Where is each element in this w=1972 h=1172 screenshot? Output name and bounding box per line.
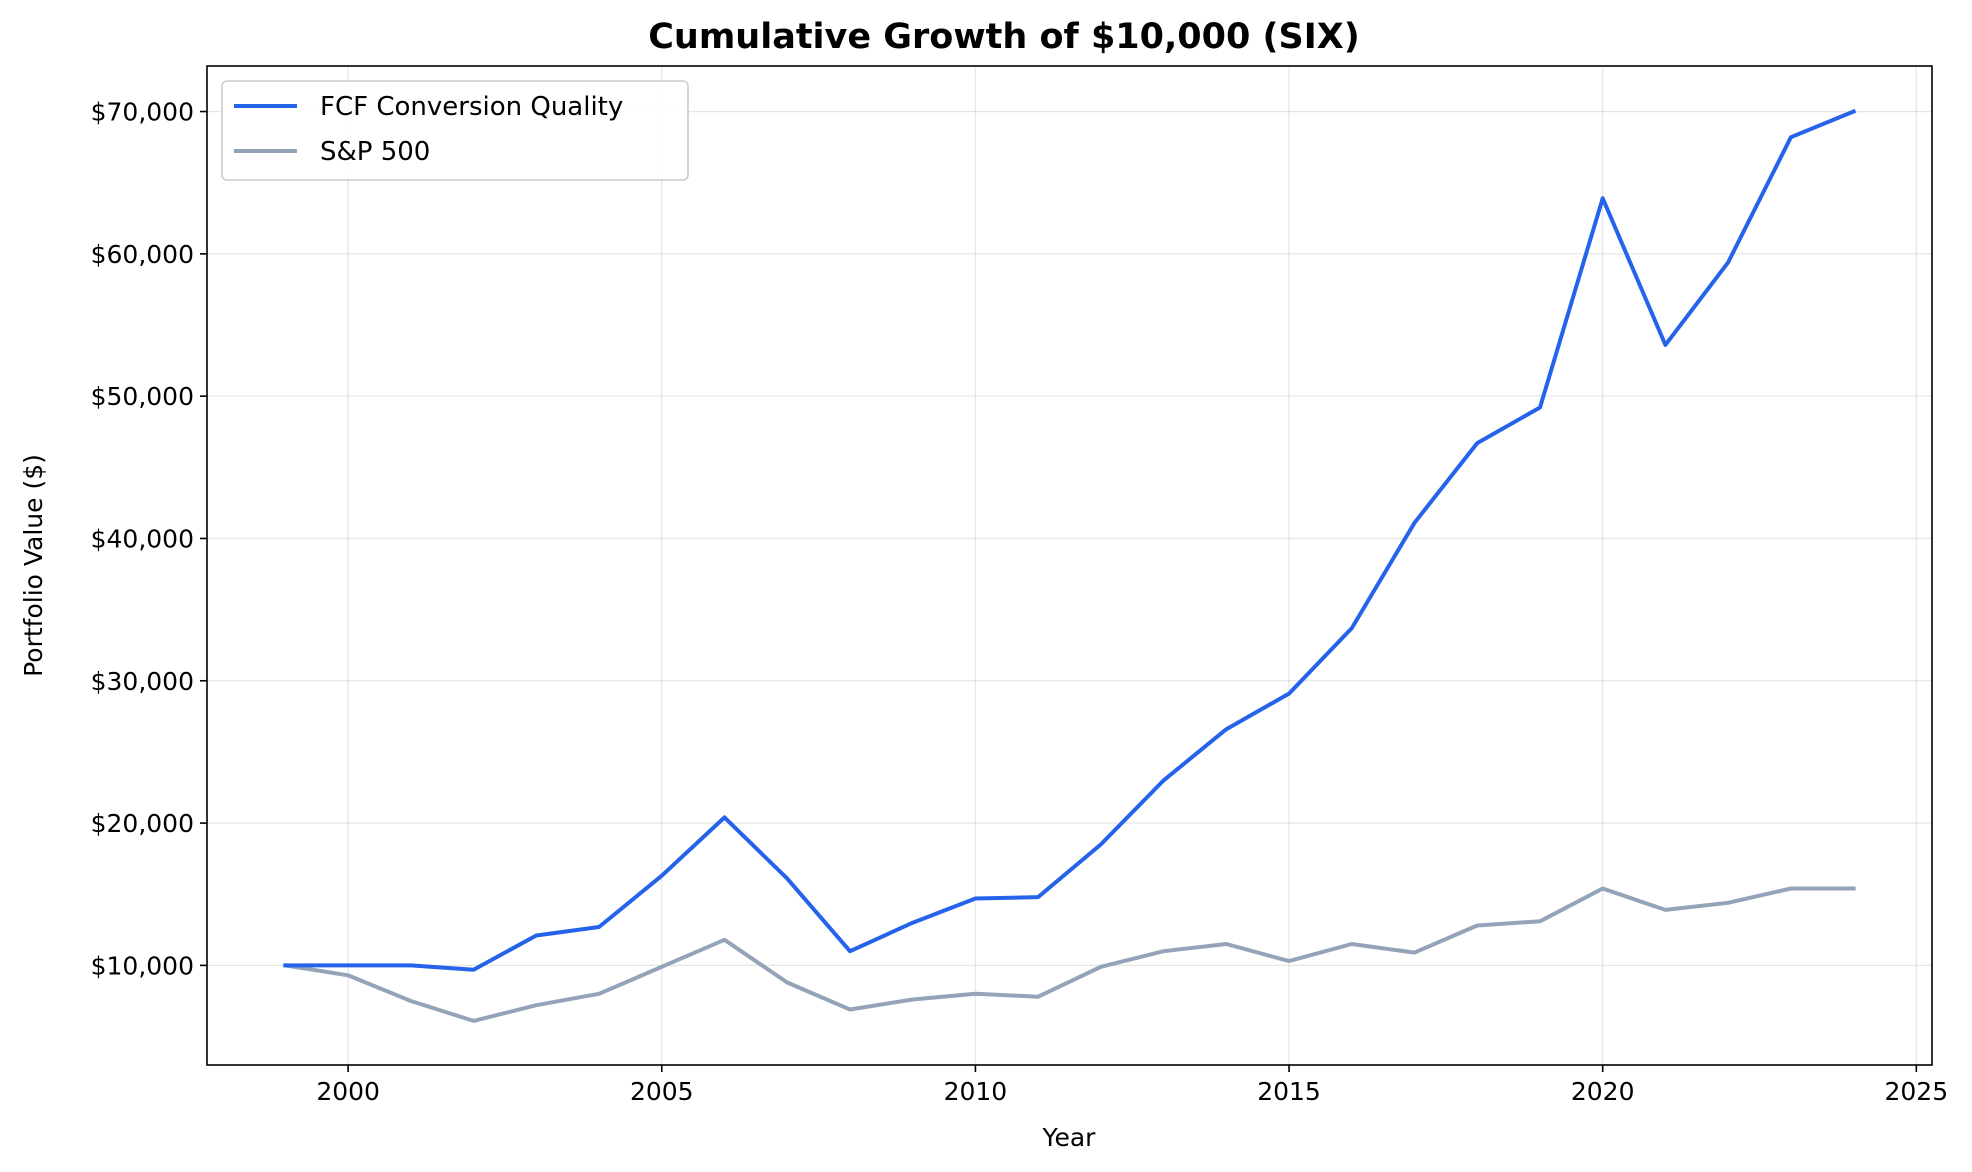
series-lines [283, 108, 1857, 1023]
x-axis-label: Year [1042, 1123, 1097, 1152]
x-tick-label: 2005 [630, 1077, 694, 1106]
y-tick-label: $50,000 [91, 382, 194, 411]
y-tick-label: $40,000 [91, 524, 194, 553]
axis-ticks: 2000 2005 2010 2015 2020 2025 $10,000 $20,000 $3… [91, 98, 1949, 1106]
y-tick-label: $20,000 [91, 809, 194, 838]
chart-title: Cumulative Growth of $10,000 (SIX) [648, 17, 1360, 57]
x-tick-label: 2020 [1571, 1077, 1635, 1106]
y-tick-label: $10,000 [91, 951, 194, 980]
series-line-sp500 [283, 886, 1856, 1023]
grid-lines [207, 66, 1932, 1065]
y-tick-label: $30,000 [91, 667, 194, 696]
legend-label-sp500: S&P 500 [320, 137, 430, 167]
x-tick-label: 2015 [1257, 1077, 1321, 1106]
y-tick-label: $70,000 [91, 98, 194, 127]
x-tick-label: 2010 [944, 1077, 1008, 1106]
legend-box [221, 80, 689, 181]
y-tick-label: $60,000 [91, 240, 194, 269]
legend: FCF Conversion Quality S&P 500 [221, 80, 689, 181]
x-tick-label: 2000 [316, 1077, 380, 1106]
series-line-fcf [283, 108, 1857, 972]
plot-frame [206, 65, 1933, 1066]
x-tick-label: 2025 [1885, 1077, 1949, 1106]
y-axis-label: Portfolio Value ($) [19, 454, 48, 677]
legend-label-fcf: FCF Conversion Quality [320, 92, 623, 122]
